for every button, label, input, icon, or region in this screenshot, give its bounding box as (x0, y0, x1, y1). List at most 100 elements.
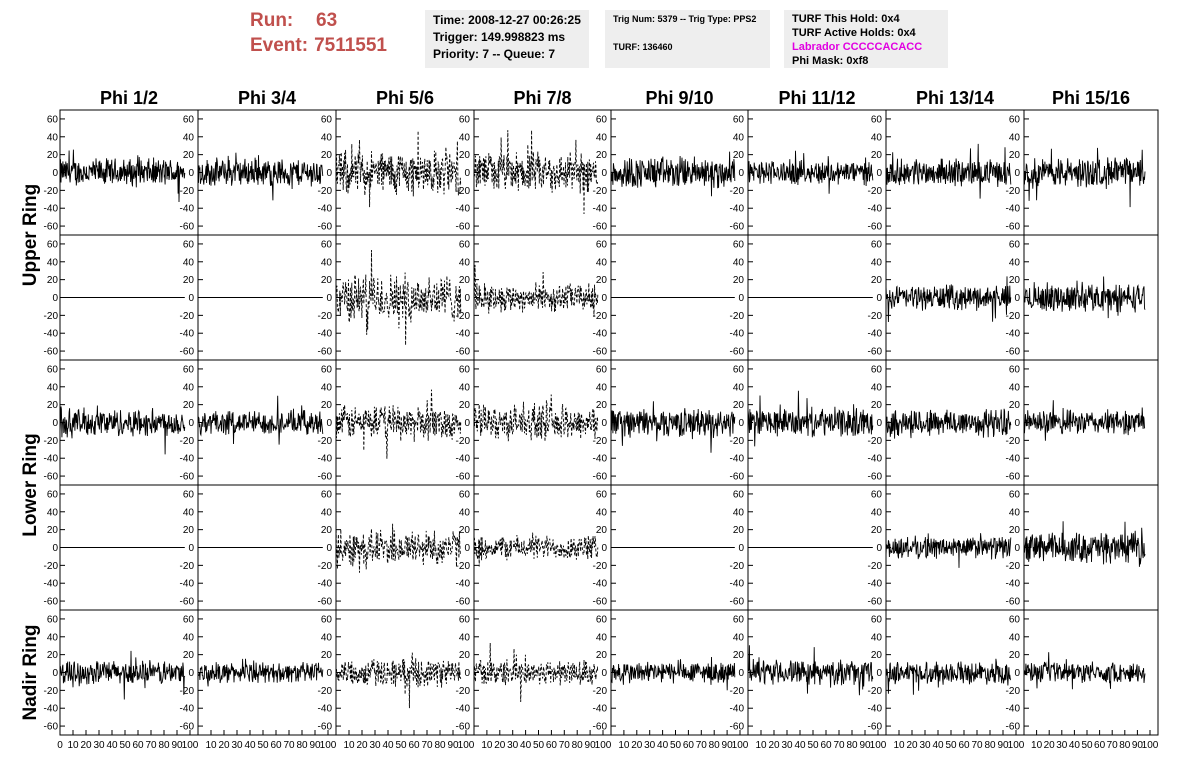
y-tick-label: 40 (1009, 257, 1021, 268)
x-tick-label: 30 (1056, 740, 1068, 751)
x-tick-label: 70 (559, 740, 571, 751)
run-event-box: Run: 63 Event: 7511551 (250, 8, 420, 68)
y-tick-label: 20 (321, 275, 333, 286)
y-tick-label: 0 (738, 418, 744, 429)
y-tick-label: 20 (871, 400, 883, 411)
y-tick-label: 60 (1009, 489, 1021, 500)
y-tick-label: 20 (459, 150, 471, 161)
waveform-trace (885, 533, 1012, 568)
y-tick-label: 20 (321, 525, 333, 536)
y-tick-label: 0 (326, 543, 332, 554)
y-tick-label: -20 (593, 311, 608, 322)
x-tick-label: 90 (859, 740, 871, 751)
x-tick-label: 80 (158, 740, 170, 751)
x-tick-label: 80 (1119, 740, 1131, 751)
y-tick-label: 60 (459, 614, 471, 625)
y-tick-label: -40 (593, 329, 608, 340)
x-tick-label: 50 (119, 740, 131, 751)
y-tick-label: 40 (733, 382, 745, 393)
y-tick-label: -20 (180, 436, 195, 447)
y-tick-label: -40 (868, 704, 883, 715)
x-tick-label: 40 (520, 740, 532, 751)
x-tick-label: 40 (932, 740, 944, 751)
ring-title-3: Nadir Ring (20, 624, 41, 720)
x-tick-label: 40 (1069, 740, 1081, 751)
y-tick-label: -20 (1006, 686, 1021, 697)
waveform-trace (335, 519, 461, 573)
y-tick-label: 60 (871, 614, 883, 625)
y-tick-label: -20 (456, 686, 471, 697)
y-tick-label: 40 (183, 132, 195, 143)
y-tick-label: 40 (1009, 132, 1021, 143)
y-tick-label: 40 (459, 132, 471, 143)
waveform-trace (335, 249, 462, 346)
y-tick-label: 0 (876, 418, 882, 429)
x-tick-label: 70 (971, 740, 983, 751)
ring-title-2: Lower Ring (20, 433, 41, 536)
y-tick-label: -60 (180, 222, 195, 233)
y-tick-label: -60 (180, 347, 195, 358)
y-tick-label: 0 (876, 668, 882, 679)
y-tick-label: 20 (871, 275, 883, 286)
y-tick-label: 60 (596, 364, 608, 375)
x-tick-label: 10 (481, 740, 493, 751)
y-tick-label: -60 (456, 597, 471, 608)
y-tick-label: 60 (596, 114, 608, 125)
y-tick-label: -60 (44, 347, 59, 358)
y-tick-label: -20 (868, 561, 883, 572)
x-tick-label: 70 (833, 740, 845, 751)
y-tick-label: -20 (730, 436, 745, 447)
y-tick-label: -60 (730, 472, 745, 483)
y-tick-label: -20 (456, 436, 471, 447)
time-info-box: Time: 2008-12-27 00:26:25 Trigger: 149.9… (425, 10, 589, 68)
y-tick-label: 60 (183, 114, 195, 125)
x-tick-label: 30 (781, 740, 793, 751)
y-tick-label: 60 (1009, 614, 1021, 625)
run-value: 63 (316, 10, 338, 31)
y-tick-label: -60 (593, 222, 608, 233)
y-tick-label: 20 (459, 525, 471, 536)
y-tick-label: 20 (183, 150, 195, 161)
y-tick-label: 40 (1009, 507, 1021, 518)
panel-frame (747, 609, 887, 736)
y-tick-label: -60 (1006, 472, 1021, 483)
y-tick-label: 60 (1009, 239, 1021, 250)
y-tick-label: 60 (47, 114, 59, 125)
y-tick-label: 0 (52, 293, 58, 304)
x-tick-label: 100 (870, 740, 887, 751)
y-tick-label: -20 (730, 561, 745, 572)
y-tick-label: -40 (730, 204, 745, 215)
y-tick-label: -60 (456, 472, 471, 483)
y-tick-label: 60 (596, 489, 608, 500)
run-label: Run: (250, 10, 294, 31)
waveform-trace (335, 652, 462, 709)
y-tick-label: -60 (44, 722, 59, 733)
y-tick-label: 20 (596, 150, 608, 161)
y-tick-label: 20 (1009, 150, 1021, 161)
y-tick-label: 20 (871, 525, 883, 536)
y-tick-label: -20 (593, 686, 608, 697)
x-tick-label: 20 (80, 740, 92, 751)
x-tick-label: 40 (382, 740, 394, 751)
y-tick-label: 60 (183, 614, 195, 625)
x-tick-label: 100 (182, 740, 199, 751)
phi-mask-text: Phi Mask: 0xf8 (792, 55, 869, 67)
y-tick-label: 40 (871, 132, 883, 143)
y-tick-label: 20 (47, 525, 59, 536)
column-title-2: Phi 3/4 (238, 88, 296, 108)
y-tick-label: 20 (321, 650, 333, 661)
y-tick-label: 0 (876, 543, 882, 554)
x-tick-label: 60 (958, 740, 970, 751)
x-tick-label: 100 (1142, 740, 1159, 751)
y-tick-label: -60 (318, 347, 333, 358)
y-tick-label: -40 (44, 329, 59, 340)
y-tick-label: -60 (593, 722, 608, 733)
y-tick-label: 0 (52, 543, 58, 554)
y-tick-label: -40 (868, 204, 883, 215)
waveform-trace (747, 645, 874, 696)
y-tick-label: -40 (318, 579, 333, 590)
y-tick-label: 60 (321, 364, 333, 375)
x-tick-label: 80 (296, 740, 308, 751)
x-tick-label: 20 (631, 740, 643, 751)
x-tick-label: 50 (807, 740, 819, 751)
